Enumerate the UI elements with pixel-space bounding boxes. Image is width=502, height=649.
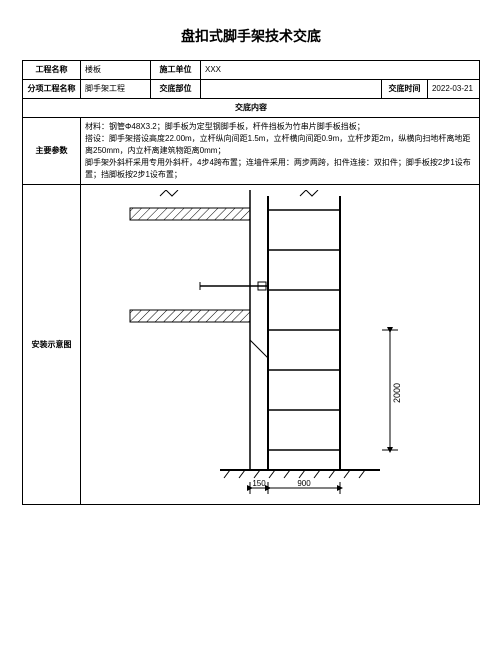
label-subitem: 分项工程名称 xyxy=(23,80,81,99)
header-row-2: 分项工程名称 脚手架工程 交底部位 交底时间 2022-03-21 xyxy=(23,80,480,99)
params-row: 主要参数 材料：钢管Φ48X3.2；脚手板为定型钢脚手板，杆件挡板为竹串片脚手板… xyxy=(23,118,480,185)
section-header: 交底内容 xyxy=(23,99,480,118)
header-row-1: 工程名称 楼板 施工单位 XXX xyxy=(23,61,480,80)
label-project-name: 工程名称 xyxy=(23,61,81,80)
disclosure-table: 工程名称 楼板 施工单位 XXX 分项工程名称 脚手架工程 交底部位 交底时间 … xyxy=(22,60,480,505)
dim-height: 2000 xyxy=(392,382,402,402)
label-construction-unit: 施工单位 xyxy=(151,61,201,80)
params-content: 材料：钢管Φ48X3.2；脚手板为定型钢脚手板，杆件挡板为竹串片脚手板挡板； 搭… xyxy=(81,118,480,185)
val-part xyxy=(201,80,382,99)
label-part: 交底部位 xyxy=(151,80,201,99)
val-date: 2022-03-21 xyxy=(427,80,479,99)
installation-diagram: 2000 150 900 xyxy=(100,190,460,500)
val-project-name: 楼板 xyxy=(81,61,151,80)
params-line2: 搭设：脚手架搭设高度22.00m，立杆纵向间距1.5m，立杆横向间距0.9m，立… xyxy=(85,133,475,157)
dim-w1: 150 xyxy=(252,479,266,488)
section-header-row: 交底内容 xyxy=(23,99,480,118)
dim-w2: 900 xyxy=(297,479,311,488)
page-title: 盘扣式脚手架技术交底 xyxy=(22,26,480,46)
diagram-cell: 2000 150 900 xyxy=(81,185,480,505)
label-date: 交底时间 xyxy=(381,80,427,99)
params-line1: 材料：钢管Φ48X3.2；脚手板为定型钢脚手板，杆件挡板为竹串片脚手板挡板； xyxy=(85,121,475,133)
val-construction-unit: XXX xyxy=(201,61,480,80)
val-subitem: 脚手架工程 xyxy=(81,80,151,99)
label-params: 主要参数 xyxy=(23,118,81,185)
params-line3: 脚手架外斜杆采用专用外斜杆，4步4跨布置；连墙件采用：两步两跨，扣件连接：双扣件… xyxy=(85,157,475,181)
diagram-row: 安装示意图 xyxy=(23,185,480,505)
label-diagram: 安装示意图 xyxy=(23,185,81,505)
